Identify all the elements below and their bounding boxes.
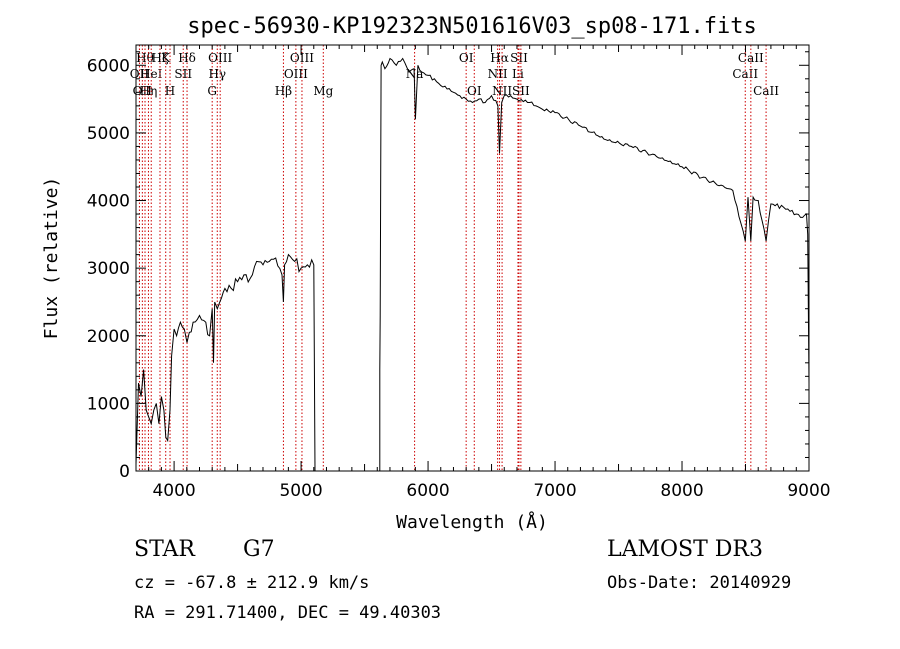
marker-label-28: CaII bbox=[753, 84, 779, 98]
marker-label-27: CaII bbox=[738, 51, 764, 65]
marker-label-7: H bbox=[165, 84, 175, 98]
marker-label-4: HeI bbox=[140, 67, 163, 81]
marker-label-16: Mg bbox=[313, 84, 333, 98]
marker-label-12: OIII bbox=[208, 51, 232, 65]
plot-frame bbox=[135, 44, 810, 472]
marker-label-2: Hθ bbox=[136, 51, 154, 65]
redshift-velocity: cz = -67.8 ± 212.9 km/s bbox=[134, 573, 370, 593]
y-tick-label-6: 6000 bbox=[87, 56, 130, 76]
spectrum-segment-0-1 bbox=[379, 57, 810, 471]
emission-line-markers: OII OII Hθ Hη HeI HζK H SII Hδ G Hγ OIII Hβ OIII OIII M… bbox=[130, 45, 779, 471]
x-tick-label-5: 9000 bbox=[787, 481, 830, 501]
observation-date: Obs-Date: 20140929 bbox=[607, 573, 792, 593]
x-tick-label-3: 7000 bbox=[533, 481, 576, 501]
marker-label-24: SII bbox=[510, 51, 528, 65]
marker-label-22: NII bbox=[492, 84, 512, 98]
marker-label-3: Hη bbox=[140, 84, 158, 98]
chart-title: spec-56930-KP192323N501616V03_sp08-171.f… bbox=[187, 14, 757, 39]
marker-label-9: Hδ bbox=[178, 51, 196, 65]
marker-label-19: OI bbox=[467, 84, 482, 98]
y-tick-label-0: 0 bbox=[119, 462, 130, 482]
marker-label-26: CaII bbox=[732, 67, 758, 81]
marker-label-20: NII bbox=[488, 67, 508, 81]
marker-label-18: OI bbox=[459, 51, 474, 65]
axes: 4000 5000 6000 7000 8000 9000 0 1000 2000 3000 400… bbox=[87, 45, 831, 501]
marker-label-15: OIII bbox=[290, 51, 314, 65]
spectrum-series bbox=[135, 57, 810, 472]
survey-name: LAMOST DR3 bbox=[607, 537, 763, 562]
coordinates: RA = 291.71400, DEC = 49.40303 bbox=[134, 603, 442, 623]
spectral-subclass: G7 bbox=[243, 537, 275, 562]
marker-label-21: Hα bbox=[490, 51, 509, 65]
marker-label-10: G bbox=[207, 84, 217, 98]
marker-label-1: OII bbox=[133, 84, 153, 98]
x-axis-label: Wavelength (Å) bbox=[396, 511, 548, 533]
marker-label-11: Hγ bbox=[208, 67, 226, 81]
marker-label-8: SII bbox=[174, 67, 192, 81]
x-tick-label-0: 4000 bbox=[152, 481, 195, 501]
marker-label-25: SII bbox=[512, 84, 530, 98]
spectrum-segment-0-0 bbox=[135, 253, 321, 472]
y-tick-label-2: 2000 bbox=[87, 327, 130, 347]
marker-label-14: OIII bbox=[284, 67, 308, 81]
x-tick-label-2: 6000 bbox=[406, 481, 449, 501]
marker-label-23: Li bbox=[512, 67, 524, 81]
y-tick-label-5: 5000 bbox=[87, 124, 130, 144]
marker-label-6: K bbox=[161, 51, 171, 65]
marker-label-5: Hζ bbox=[152, 51, 169, 65]
y-tick-label-3: 3000 bbox=[87, 259, 130, 279]
marker-label-0: OII bbox=[130, 67, 150, 81]
y-tick-label-4: 4000 bbox=[87, 192, 130, 212]
marker-label-13: Hβ bbox=[275, 84, 292, 98]
x-tick-label-4: 8000 bbox=[660, 481, 703, 501]
y-tick-label-1: 1000 bbox=[87, 394, 130, 414]
y-axis-label: Flux (relative) bbox=[41, 177, 62, 340]
object-class: STAR bbox=[134, 537, 195, 562]
x-tick-label-1: 5000 bbox=[279, 481, 322, 501]
